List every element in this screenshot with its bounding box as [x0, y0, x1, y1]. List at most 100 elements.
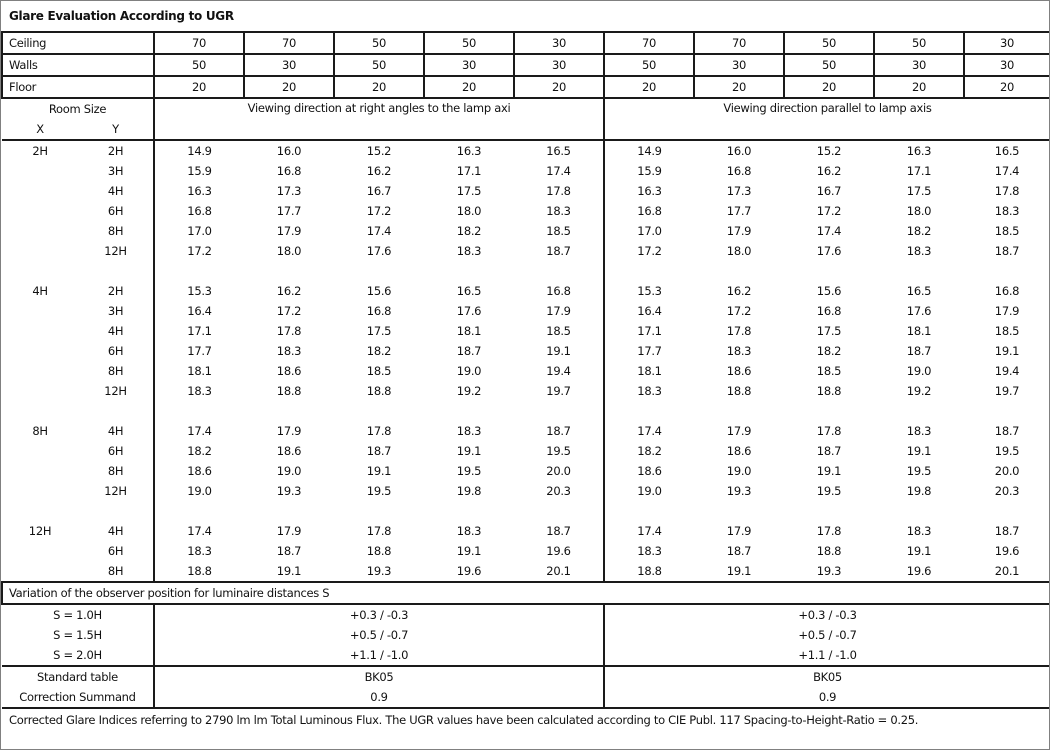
ugr-value-parallel: 17.6	[906, 304, 932, 318]
ugr-value-parallel: 18.7	[994, 244, 1020, 258]
data-row: 3H 15.9 16.8 16.2 17.1 17.4 15.9 16.8 16.2 17.1 17…	[2, 161, 1049, 181]
ugr-value-right: 18.3	[276, 344, 302, 358]
ugr-value-parallel: 17.4	[816, 224, 842, 238]
room-size-label: Room Size	[2, 97, 154, 119]
room-x	[2, 541, 78, 561]
ugr-value-right: 19.6	[546, 544, 571, 558]
reflectance-label: Floor	[1, 75, 155, 99]
reflectance-value: 70	[153, 31, 245, 55]
ugr-value-parallel: 17.5	[816, 324, 842, 338]
ugr-value-parallel: 18.5	[994, 224, 1020, 238]
reflectance-value: 50	[783, 53, 875, 77]
ugr-value-right: 16.8	[366, 304, 392, 318]
room-x	[2, 321, 78, 341]
reflectance-value: 50	[423, 31, 515, 55]
data-row: 12H 19.0 19.3 19.5 19.8 20.3 19.0 19.3 19.5 19.8 2…	[2, 481, 1049, 501]
ugr-value-parallel: 18.0	[906, 204, 932, 218]
ugr-value-right: 17.6	[366, 244, 392, 258]
ugr-value-parallel: 16.8	[603, 201, 694, 221]
ugr-value-parallel: 17.7	[603, 341, 694, 361]
ugr-value-parallel: 19.7	[994, 384, 1020, 398]
x-label: X	[36, 122, 44, 136]
data-row: 6H 16.8 17.7 17.2 18.0 18.3 16.8 17.7 17.2 18.0 18…	[2, 201, 1049, 221]
ugr-value-right: 19.4	[546, 364, 571, 378]
ugr-value-right: 15.2	[334, 139, 424, 161]
ugr-value-right: 19.0	[276, 464, 302, 478]
room-x: 2H	[2, 139, 78, 161]
spacer-row	[2, 401, 1049, 421]
ugr-value-right: 16.7	[366, 184, 392, 198]
ugr-value-parallel: 15.9	[603, 161, 694, 181]
room-x	[2, 381, 78, 401]
ugr-value-parallel: 17.4	[603, 421, 694, 441]
ugr-value-right: 18.2	[456, 224, 482, 238]
reflectance-value: 20	[603, 75, 695, 99]
ugr-value-right: 17.9	[276, 224, 302, 238]
room-y: 3H	[107, 164, 124, 178]
ugr-value-right: 17.4	[153, 421, 244, 441]
reflectance-value: 30	[693, 53, 785, 77]
ugr-value-right: 19.3	[366, 564, 392, 578]
reflectance-value: 50	[153, 53, 245, 77]
reflectance-value: 20	[513, 75, 605, 99]
ugr-value-parallel: 18.3	[726, 344, 752, 358]
reflectance-row-ceiling: Ceiling 70 70 50 50 30 70 70 50 50 30	[1, 31, 1049, 55]
ugr-value-parallel: 19.0	[906, 364, 932, 378]
ugr-value-parallel: 20.3	[994, 484, 1020, 498]
variation-row: S = 2.0H +1.1 / -1.0 +1.1 / -1.0	[2, 645, 1049, 666]
room-x	[2, 181, 78, 201]
ugr-value-parallel: 19.1	[994, 344, 1020, 358]
reflectance-value: 50	[873, 31, 965, 55]
correction-summand-right: 0.9	[153, 687, 604, 708]
variation-row: S = 1.0H +0.3 / -0.3 +0.3 / -0.3	[2, 604, 1049, 625]
room-x: 8H	[32, 424, 48, 438]
header-row: Room Size Viewing direction at right angl…	[2, 97, 1049, 140]
ugr-value-right: 17.5	[456, 184, 482, 198]
ugr-value-parallel: 18.5	[816, 364, 842, 378]
reflectance-value: 20	[243, 75, 335, 99]
ugr-value-right: 18.6	[276, 444, 302, 458]
ugr-value-right: 18.1	[153, 361, 244, 381]
ugr-value-right: 18.3	[546, 204, 571, 218]
reflectance-value: 50	[333, 53, 425, 77]
data-row: 4H 16.3 17.3 16.7 17.5 17.8 16.3 17.3 16.7 17.5 17…	[2, 181, 1049, 201]
ugr-value-right: 16.5	[514, 139, 604, 161]
room-y: 6H	[107, 544, 124, 558]
data-row: 8H 18.8 19.1 19.3 19.6 20.1 18.8 19.1 19.3 19.6 20…	[2, 561, 1049, 582]
ugr-value-right: 18.7	[546, 524, 571, 538]
room-x	[2, 341, 78, 361]
ugr-value-parallel: 18.8	[726, 384, 752, 398]
reflectance-value: 30	[962, 31, 1049, 55]
y-label: Y	[112, 122, 119, 136]
variation-header-row: Variation of the observer position for l…	[1, 581, 1049, 605]
spacer	[2, 401, 154, 421]
room-y: 6H	[107, 204, 124, 218]
ugr-value-right: 17.6	[456, 304, 482, 318]
ugr-value-right: 16.4	[153, 301, 244, 321]
variation-s-label: S = 1.0H	[53, 608, 102, 622]
ugr-value-parallel: 16.7	[816, 184, 842, 198]
reflectance-value: 30	[513, 31, 605, 55]
ugr-value-parallel: 18.2	[816, 344, 842, 358]
ugr-value-parallel: 16.5	[906, 284, 932, 298]
ugr-value-right: 16.2	[276, 284, 302, 298]
data-row: 12H 4H 17.4 17.9 17.8 18.3 18.7 17.4 17.9 17.8 18.…	[2, 521, 1049, 541]
data-row: 6H 18.2 18.6 18.7 19.1 19.5 18.2 18.6 18.7 19.1 19…	[2, 441, 1049, 461]
ugr-value-right: 16.2	[366, 164, 392, 178]
ugr-value-right: 17.8	[546, 184, 571, 198]
standard-table-row: Standard table BK05 BK05	[2, 665, 1049, 687]
ugr-value-right: 18.8	[153, 561, 244, 582]
ugr-value-right: 18.2	[153, 441, 244, 461]
room-y: 3H	[107, 304, 124, 318]
ugr-value-right: 19.5	[546, 444, 571, 458]
ugr-value-parallel: 18.3	[603, 381, 694, 401]
spacer	[602, 401, 1049, 421]
ugr-value-parallel: 18.6	[726, 364, 752, 378]
room-x	[2, 241, 78, 261]
ugr-value-parallel: 17.0	[603, 221, 694, 241]
room-x	[2, 161, 78, 181]
ugr-value-parallel: 17.8	[816, 524, 842, 538]
ugr-value-parallel: 17.4	[994, 164, 1020, 178]
room-x	[2, 441, 78, 461]
variation-right: +0.5 / -0.7	[153, 625, 604, 645]
